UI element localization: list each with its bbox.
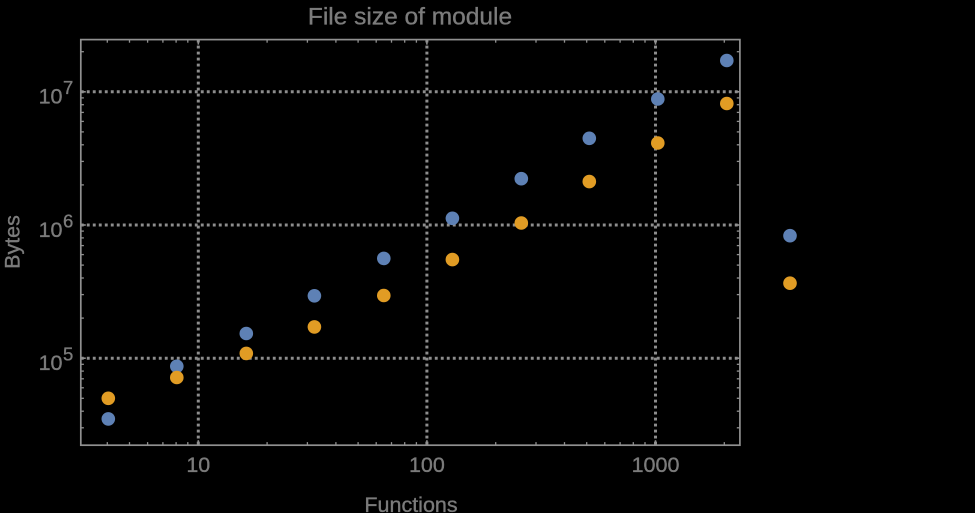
svg-text:5: 5 [63, 344, 73, 365]
svg-text:Functions: Functions [364, 493, 457, 513]
svg-text:10: 10 [39, 218, 63, 242]
svg-text:6: 6 [63, 210, 73, 231]
svg-text:10: 10 [39, 351, 63, 375]
svg-text:10: 10 [186, 453, 210, 477]
svg-text:100: 100 [409, 453, 445, 477]
svg-text:File size of module: File size of module [308, 4, 512, 31]
svg-text:Bytes: Bytes [1, 215, 25, 269]
svg-text:7: 7 [63, 77, 73, 98]
svg-text:1000: 1000 [632, 453, 680, 477]
svg-text:10: 10 [39, 85, 63, 109]
